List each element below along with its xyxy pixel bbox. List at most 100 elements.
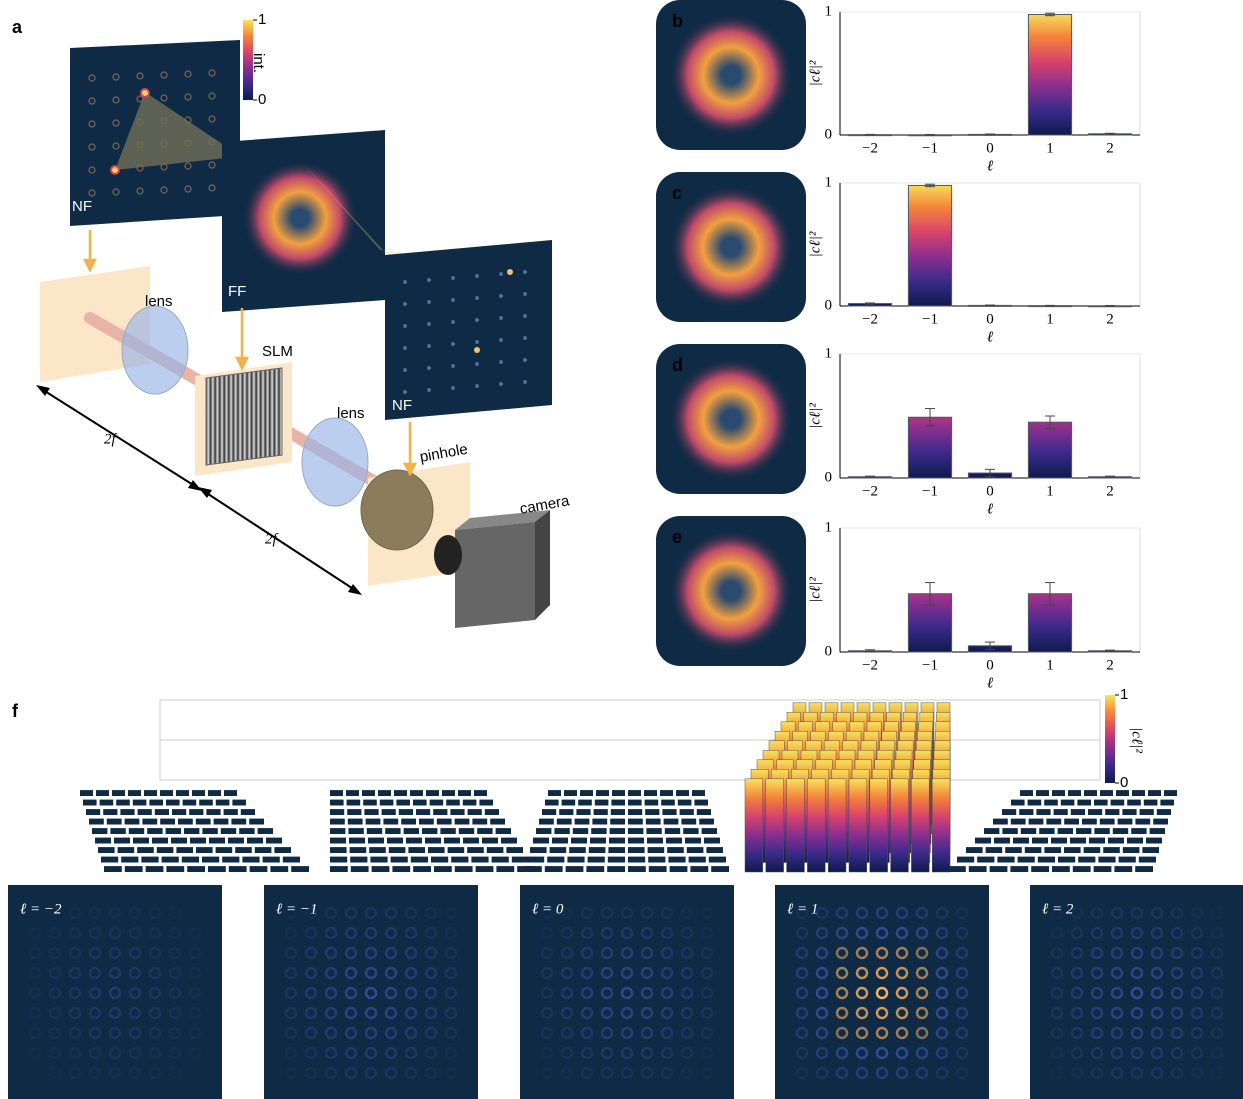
block <box>596 790 609 796</box>
error-bar <box>985 468 995 478</box>
block <box>202 828 218 834</box>
spot <box>1070 926 1084 940</box>
spot <box>700 926 714 940</box>
block <box>208 866 226 872</box>
spot <box>1050 906 1064 920</box>
spot <box>88 143 96 151</box>
spot <box>1170 1026 1184 1040</box>
block <box>422 828 438 834</box>
spot <box>1070 946 1084 960</box>
spot <box>640 1066 654 1080</box>
spot <box>560 966 574 980</box>
block <box>223 809 238 815</box>
spot <box>68 1026 82 1040</box>
spot <box>620 1046 634 1060</box>
spot <box>700 906 714 920</box>
block <box>103 809 118 815</box>
block <box>249 866 268 872</box>
block <box>628 790 641 796</box>
block <box>160 790 173 796</box>
block <box>565 866 584 872</box>
block <box>692 790 705 796</box>
error-bar <box>925 408 935 427</box>
spot <box>68 946 82 960</box>
spot <box>935 926 949 940</box>
block <box>610 809 625 815</box>
spot <box>364 946 378 960</box>
block <box>1064 818 1079 825</box>
spot <box>344 1026 358 1040</box>
spot <box>640 966 654 980</box>
spot <box>427 278 431 282</box>
panel-label: d <box>672 355 683 375</box>
error-bar <box>1105 649 1115 652</box>
block <box>1153 818 1168 825</box>
block <box>1011 799 1025 806</box>
spot <box>324 906 338 920</box>
block <box>330 856 348 863</box>
pinhole <box>360 469 434 551</box>
block <box>195 818 211 825</box>
spot <box>1130 1066 1144 1080</box>
spot <box>935 986 949 1000</box>
spot <box>384 1066 398 1080</box>
spot <box>1050 1046 1064 1060</box>
spot <box>1050 926 1064 940</box>
spot <box>620 946 634 960</box>
block <box>645 809 660 815</box>
spot <box>855 926 869 940</box>
spot <box>424 986 438 1000</box>
block <box>1105 809 1120 815</box>
spot <box>835 946 849 960</box>
spot <box>680 926 694 940</box>
spot <box>160 71 168 79</box>
spot <box>364 1066 378 1080</box>
block <box>96 790 109 796</box>
block <box>447 847 465 853</box>
block <box>390 856 408 863</box>
block <box>679 809 694 815</box>
spot <box>1170 1006 1184 1020</box>
y-tick-label: 0 <box>825 126 833 142</box>
block <box>383 818 399 825</box>
spot <box>188 926 202 940</box>
spot <box>108 1046 122 1060</box>
beam <box>115 92 380 250</box>
spot <box>1110 1066 1124 1080</box>
spot <box>88 966 102 980</box>
spot <box>1130 1046 1144 1060</box>
block <box>931 778 951 873</box>
block <box>362 790 375 796</box>
block <box>101 856 119 863</box>
x-tick-label: 0 <box>986 657 994 673</box>
spot <box>1050 1026 1064 1040</box>
spot <box>1050 966 1064 980</box>
spot <box>68 1006 82 1020</box>
block <box>645 818 661 825</box>
block <box>128 790 141 796</box>
distance-label: 2f <box>104 431 118 447</box>
block <box>444 837 460 844</box>
spot <box>640 1046 654 1060</box>
block <box>542 809 557 815</box>
spot <box>875 946 889 960</box>
spot <box>620 966 634 980</box>
bar <box>907 184 953 307</box>
block <box>242 856 260 863</box>
spot <box>955 986 969 1000</box>
block <box>450 809 465 815</box>
spot <box>28 1006 42 1020</box>
spot <box>895 1026 909 1040</box>
beam-ring <box>669 13 793 137</box>
spot <box>136 118 144 126</box>
block <box>232 799 246 806</box>
spot <box>112 73 120 81</box>
x-tick-label: 0 <box>986 483 994 499</box>
block <box>1164 790 1177 796</box>
spot <box>364 926 378 940</box>
distance-label: 2f <box>265 531 279 547</box>
spot <box>855 1046 869 1060</box>
spot <box>88 1066 102 1080</box>
block <box>977 856 995 863</box>
block <box>644 790 657 796</box>
